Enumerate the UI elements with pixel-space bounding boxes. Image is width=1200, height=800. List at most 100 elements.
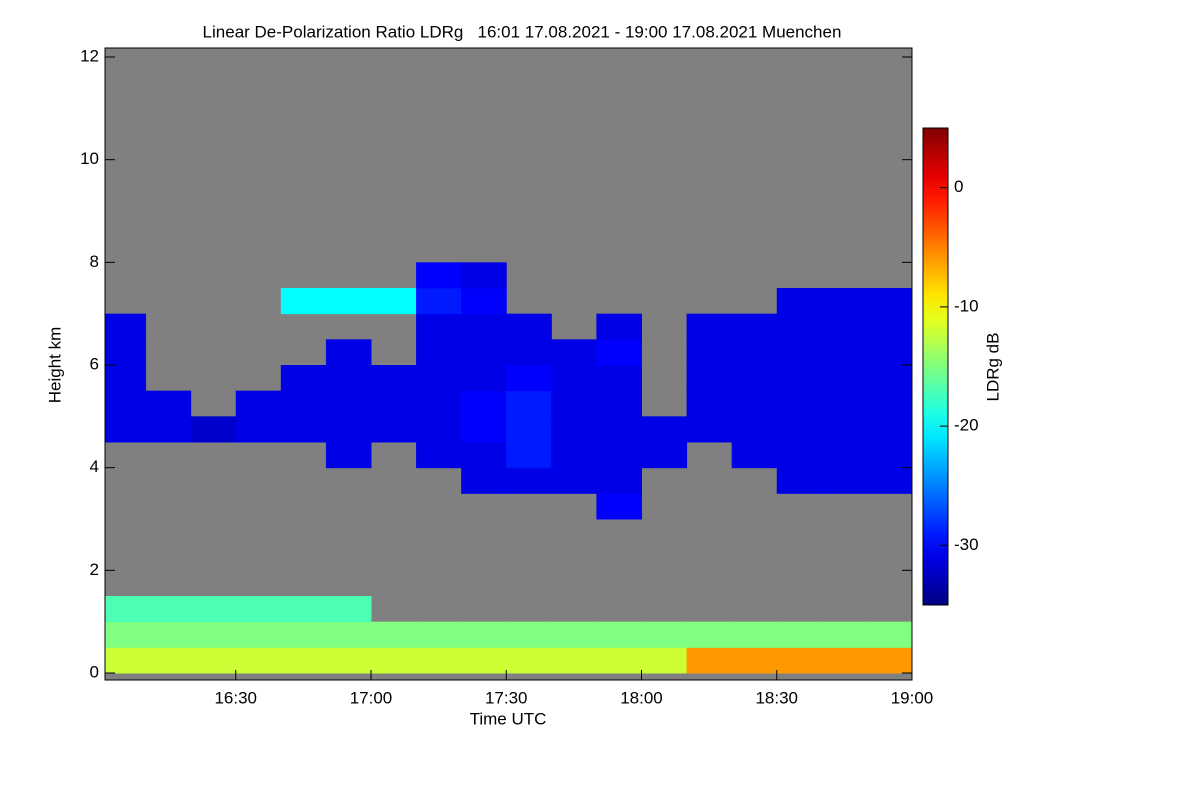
- x-tick-label: 17:30: [485, 688, 528, 707]
- heatmap-cell: [461, 390, 507, 417]
- heatmap-cell: [105, 390, 147, 417]
- heatmap-cell: [145, 390, 192, 417]
- heatmap-cell: [821, 339, 868, 366]
- heatmap-cell: [776, 365, 823, 392]
- heatmap-cell: [280, 288, 327, 315]
- heatmap-cell: [776, 647, 823, 674]
- heatmap-cell: [776, 442, 823, 469]
- heatmap-cell: [641, 442, 688, 469]
- heatmap-cell: [416, 339, 462, 366]
- heatmap-cell: [551, 365, 597, 392]
- heatmap-cell: [370, 390, 417, 417]
- heatmap-cell: [416, 442, 462, 469]
- heatmap-cell: [190, 647, 237, 674]
- y-tick-label: 10: [80, 149, 99, 168]
- heatmap-cell: [776, 313, 823, 340]
- heatmap-cell: [280, 416, 327, 443]
- heatmap-cell: [416, 416, 462, 443]
- heatmap-cell: [596, 493, 642, 520]
- heatmap-cell: [506, 621, 552, 648]
- heatmap-cell: [280, 621, 327, 648]
- heatmap-cell: [731, 390, 778, 417]
- heatmap-cell: [551, 339, 597, 366]
- heatmap-cell: [235, 390, 282, 417]
- heatmap-cell: [325, 390, 372, 417]
- heatmap-cell: [596, 442, 642, 469]
- y-tick-label: 2: [90, 560, 99, 579]
- heatmap-cell: [596, 365, 642, 392]
- heatmap-cell: [551, 442, 597, 469]
- heatmap-cell: [866, 467, 913, 494]
- heatmap-cell: [731, 339, 778, 366]
- heatmap-cell: [461, 416, 507, 443]
- heatmap-cell: [105, 621, 147, 648]
- heatmap-cell: [416, 288, 462, 315]
- heatmap-cell: [370, 416, 417, 443]
- heatmap-cell: [866, 365, 913, 392]
- x-tick-label: 16:30: [214, 688, 257, 707]
- heatmap-cell: [506, 313, 552, 340]
- heatmap-cell: [551, 467, 597, 494]
- x-tick-label: 18:00: [620, 688, 663, 707]
- heatmap-cell: [105, 647, 147, 674]
- heatmap-cell: [325, 339, 372, 366]
- heatmap-cell: [461, 288, 507, 315]
- heatmap-cell: [641, 621, 688, 648]
- heatmap-cell: [235, 416, 282, 443]
- heatmap-cell: [461, 467, 507, 494]
- heatmap-cell: [551, 621, 597, 648]
- heatmap-cell: [145, 416, 192, 443]
- colorbar-label: LDRg dB: [983, 333, 1002, 402]
- heatmap-cell: [145, 621, 192, 648]
- heatmap-cell: [551, 416, 597, 443]
- heatmap-cell: [821, 313, 868, 340]
- heatmap-cell: [325, 621, 372, 648]
- heatmap-cell: [776, 390, 823, 417]
- x-axis-label: Time UTC: [470, 709, 547, 728]
- heatmap-cell: [461, 339, 507, 366]
- heatmap-cell: [416, 621, 462, 648]
- heatmap-cell: [461, 313, 507, 340]
- x-tick-label: 17:00: [350, 688, 393, 707]
- heatmap-cell: [551, 390, 597, 417]
- heatmap-cell: [506, 416, 552, 443]
- heatmap-cell: [821, 390, 868, 417]
- heatmap-cell: [596, 390, 642, 417]
- heatmap-cell: [776, 416, 823, 443]
- y-axis-label: Height km: [45, 327, 64, 404]
- heatmap-cell: [821, 467, 868, 494]
- heatmap-cell: [461, 262, 507, 289]
- chart-title: Linear De-Polarization Ratio LDRg 16:01 …: [203, 22, 842, 41]
- heatmap-cell: [866, 288, 913, 315]
- heatmap-cell: [866, 647, 913, 674]
- heatmap-cell: [416, 647, 462, 674]
- heatmap-cell: [731, 365, 778, 392]
- heatmap-cell: [686, 390, 733, 417]
- heatmap-cell: [506, 467, 552, 494]
- heatmap-cell: [821, 416, 868, 443]
- heatmap-cell: [506, 442, 552, 469]
- heatmap-cell: [866, 390, 913, 417]
- heatmap-cell: [370, 288, 417, 315]
- heatmap-cell: [105, 416, 147, 443]
- heatmap-cell: [596, 313, 642, 340]
- heatmap-cell: [506, 390, 552, 417]
- heatmap-cell: [686, 339, 733, 366]
- heatmap-cell: [280, 647, 327, 674]
- y-tick-label: 8: [90, 252, 99, 271]
- heatmap-cell: [731, 647, 778, 674]
- heatmap-cell: [190, 416, 237, 443]
- y-tick-label: 0: [90, 662, 99, 681]
- y-tick-label: 4: [90, 457, 99, 476]
- heatmap-cell: [190, 596, 237, 623]
- heatmap-cell: [596, 339, 642, 366]
- heatmap-cell: [776, 621, 823, 648]
- heatmap-cell: [105, 339, 147, 366]
- heatmap-cell: [235, 647, 282, 674]
- heatmap-cell: [280, 390, 327, 417]
- heatmap-cell: [866, 621, 913, 648]
- heatmap-cell: [596, 416, 642, 443]
- heatmap-cell: [280, 365, 327, 392]
- heatmap-cell: [551, 647, 597, 674]
- colorbar-tick-label: 0: [954, 177, 963, 196]
